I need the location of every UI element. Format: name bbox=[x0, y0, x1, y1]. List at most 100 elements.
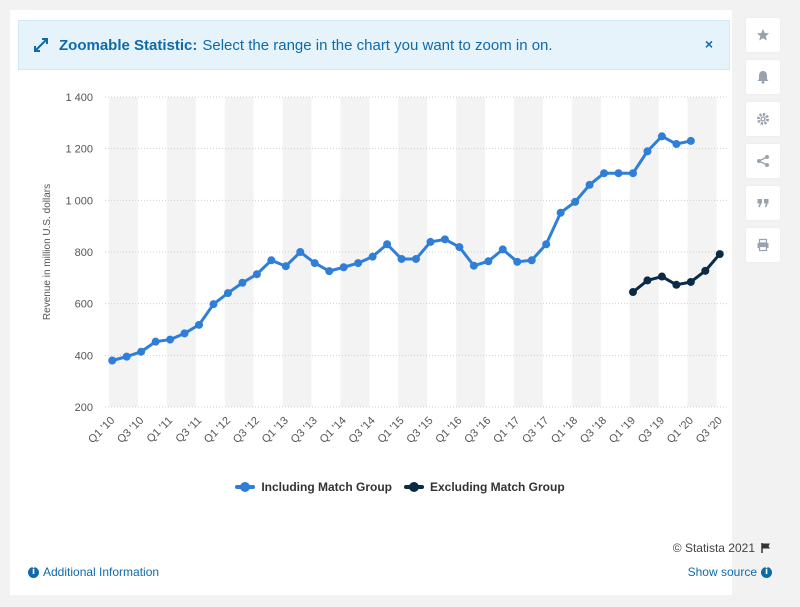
y-tick-label: 800 bbox=[75, 247, 93, 259]
data-point[interactable] bbox=[310, 259, 319, 268]
data-point[interactable] bbox=[223, 289, 232, 298]
legend-swatch-including bbox=[235, 482, 256, 492]
x-tick-label: Q1 '17 bbox=[491, 415, 522, 446]
data-point[interactable] bbox=[354, 259, 363, 268]
data-point[interactable] bbox=[368, 252, 377, 261]
column-band bbox=[629, 97, 659, 407]
x-tick-label: Q1 '12 bbox=[202, 415, 233, 446]
data-point[interactable] bbox=[628, 169, 637, 178]
legend-label-excluding: Excluding Match Group bbox=[430, 480, 565, 494]
data-point[interactable] bbox=[195, 320, 204, 329]
x-tick-label: Q3 '18 bbox=[578, 415, 609, 446]
legend-swatch-excluding bbox=[404, 482, 424, 492]
data-point[interactable] bbox=[614, 169, 623, 178]
series-including bbox=[108, 132, 695, 365]
data-point[interactable] bbox=[657, 132, 666, 141]
chart-series bbox=[108, 132, 724, 365]
data-point[interactable] bbox=[180, 329, 189, 338]
show-source-link[interactable]: Show source i bbox=[688, 565, 772, 579]
statista-credit[interactable]: © Statista 2021 bbox=[673, 541, 772, 555]
legend-item-including[interactable]: Including Match Group bbox=[235, 480, 392, 494]
expand-icon bbox=[33, 37, 49, 53]
data-point[interactable] bbox=[469, 261, 478, 270]
notification-button[interactable] bbox=[746, 60, 780, 94]
x-tick-label: Q1 '13 bbox=[260, 415, 291, 446]
x-tick-label: Q3 '15 bbox=[404, 415, 435, 446]
x-tick-label: Q3 '14 bbox=[347, 415, 378, 446]
additional-information-label: Additional Information bbox=[43, 565, 160, 579]
info-icon: i bbox=[28, 566, 39, 578]
data-point[interactable] bbox=[325, 267, 334, 276]
data-point[interactable] bbox=[238, 278, 247, 287]
additional-information-link[interactable]: i Additional Information bbox=[28, 565, 159, 579]
data-point[interactable] bbox=[643, 276, 652, 285]
print-button[interactable] bbox=[746, 228, 780, 262]
x-tick-label: Q1 '11 bbox=[145, 415, 176, 446]
data-point[interactable] bbox=[252, 270, 261, 279]
legend-label-including: Including Match Group bbox=[261, 480, 392, 494]
data-point[interactable] bbox=[542, 240, 551, 249]
close-icon[interactable]: × bbox=[704, 36, 713, 52]
legend-item-excluding[interactable]: Excluding Match Group bbox=[404, 480, 565, 494]
data-point[interactable] bbox=[397, 254, 406, 263]
data-point[interactable] bbox=[267, 256, 276, 265]
cite-button[interactable] bbox=[746, 186, 780, 220]
data-point[interactable] bbox=[122, 352, 131, 361]
column-bands bbox=[109, 97, 717, 407]
data-point[interactable] bbox=[513, 257, 522, 266]
banner-title: Zoomable Statistic: bbox=[59, 36, 198, 54]
data-point[interactable] bbox=[209, 300, 218, 309]
data-point[interactable] bbox=[686, 136, 695, 145]
x-tick-label: Q3 '13 bbox=[289, 415, 320, 446]
data-point[interactable] bbox=[339, 263, 348, 272]
y-tick-label: 600 bbox=[75, 299, 93, 311]
y-tick-label: 200 bbox=[75, 402, 93, 414]
data-point[interactable] bbox=[440, 235, 449, 244]
data-point[interactable] bbox=[426, 237, 435, 246]
data-point[interactable] bbox=[628, 288, 637, 297]
data-point[interactable] bbox=[412, 254, 420, 263]
data-point[interactable] bbox=[383, 240, 392, 249]
data-point[interactable] bbox=[672, 140, 681, 149]
data-point[interactable] bbox=[686, 277, 695, 286]
x-tick-label: Q1 '19 bbox=[607, 415, 638, 446]
data-point[interactable] bbox=[108, 356, 117, 365]
sidebar-tools bbox=[746, 18, 780, 270]
data-point[interactable] bbox=[166, 335, 175, 344]
data-point[interactable] bbox=[715, 250, 724, 259]
data-point[interactable] bbox=[672, 280, 681, 289]
data-point[interactable] bbox=[643, 147, 652, 156]
data-point[interactable] bbox=[657, 272, 666, 281]
favorite-button[interactable] bbox=[746, 18, 780, 52]
data-point[interactable] bbox=[484, 257, 493, 266]
show-source-label: Show source bbox=[687, 565, 757, 579]
zoom-banner: Zoomable Statistic: Select the range in … bbox=[18, 20, 730, 70]
data-point[interactable] bbox=[498, 245, 507, 254]
y-tick-label: 1 000 bbox=[65, 195, 93, 207]
banner-message: Select the range in the chart you want t… bbox=[202, 36, 553, 54]
y-tick-label: 1 200 bbox=[65, 144, 93, 156]
data-point[interactable] bbox=[151, 337, 160, 346]
data-point[interactable] bbox=[701, 266, 710, 275]
gear-icon bbox=[757, 113, 769, 125]
x-tick-label: Q3 '10 bbox=[115, 415, 146, 446]
data-point[interactable] bbox=[137, 347, 146, 356]
data-point[interactable] bbox=[585, 180, 594, 189]
chart-legend: Including Match Group Excluding Match Gr… bbox=[0, 480, 800, 494]
data-point[interactable] bbox=[527, 256, 536, 265]
data-point[interactable] bbox=[455, 243, 464, 252]
x-tick-label: Q3 '17 bbox=[520, 415, 551, 446]
x-tick-label: Q1 '15 bbox=[375, 415, 406, 446]
y-axis-ticks: 200 400 600 800 1 000 1 200 1 400 bbox=[65, 92, 93, 414]
x-tick-label: Q3 '12 bbox=[231, 415, 262, 446]
data-point[interactable] bbox=[571, 197, 580, 206]
data-point[interactable] bbox=[296, 248, 305, 256]
settings-button[interactable] bbox=[746, 102, 780, 136]
share-button[interactable] bbox=[746, 144, 780, 178]
x-tick-label: Q3 '11 bbox=[174, 415, 205, 446]
data-point[interactable] bbox=[556, 208, 565, 217]
data-point[interactable] bbox=[600, 169, 609, 178]
data-point[interactable] bbox=[281, 262, 290, 271]
